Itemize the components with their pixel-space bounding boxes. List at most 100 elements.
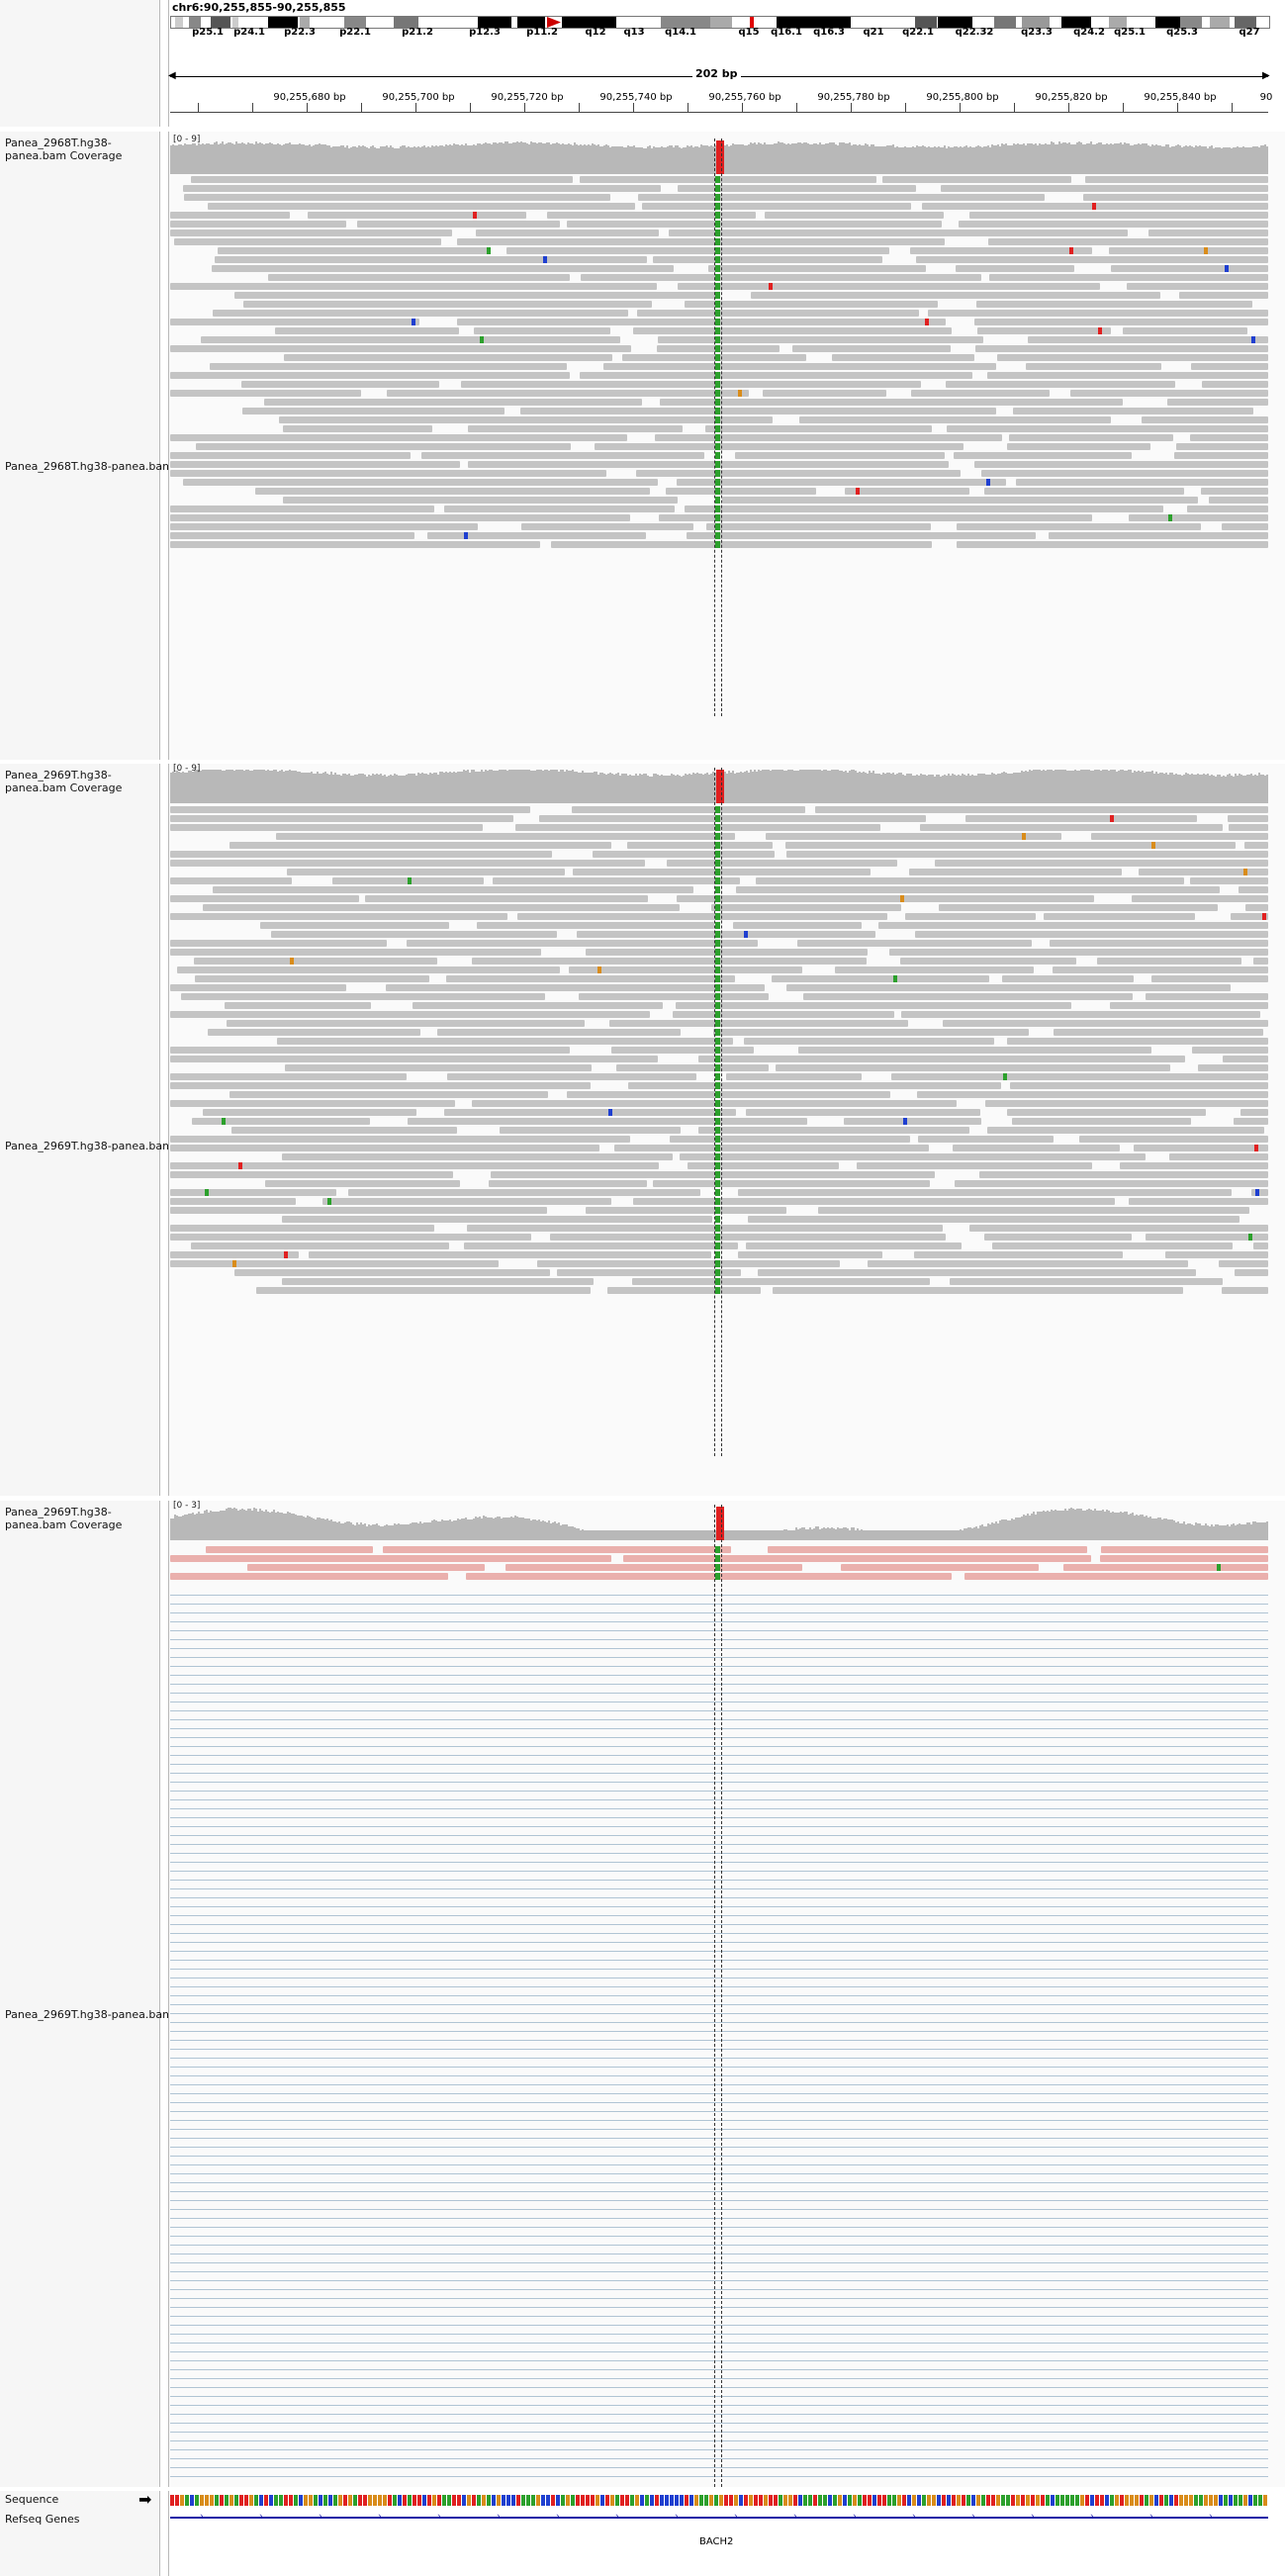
coverage-bar (1060, 143, 1062, 174)
coverage-bar (754, 770, 756, 803)
coverage-bar (451, 1520, 453, 1540)
read (348, 1189, 700, 1196)
coverage-bar (625, 1530, 627, 1540)
coverage-bar (847, 1528, 849, 1540)
coverage-bar (867, 773, 869, 803)
sequence-base (279, 2495, 283, 2506)
coverage-bar (558, 142, 560, 174)
coverage-bar (491, 144, 493, 174)
coverage-bar (463, 770, 465, 803)
span-label: 202 bp (692, 67, 741, 80)
coverage-bar (965, 145, 967, 174)
coverage-bar (1169, 772, 1171, 803)
coverage-bar (1187, 774, 1189, 803)
coverage-bar (348, 773, 350, 803)
variant-base (715, 506, 720, 512)
alignment-track-name[interactable]: Panea_2969T.hg38-panea.bam (5, 2008, 173, 2021)
refseq-gene-bach2[interactable]: › › › › › › › › › › › › › › › › › › (170, 2512, 1268, 2522)
coverage-bar (532, 1518, 534, 1540)
read (170, 541, 540, 548)
read (218, 247, 491, 254)
mismatch (1225, 265, 1229, 272)
read (322, 1198, 611, 1205)
row-strip (170, 2164, 1268, 2165)
alignment-track-name[interactable]: Panea_2968T.hg38-panea.bam (5, 460, 173, 473)
coverage-bar (1205, 774, 1207, 803)
strand-chevron-icon: › (971, 2512, 975, 2522)
coverage-bar (1266, 774, 1268, 803)
alignment-track-name[interactable]: Panea_2969T.hg38-panea.bam (5, 1140, 173, 1152)
sequence-base (1169, 2495, 1173, 2506)
coverage-bar (1086, 1510, 1088, 1540)
mismatch (412, 319, 415, 325)
cytoband-label: p24.1 (233, 27, 265, 38)
strand-arrow-icon[interactable]: ➡ (138, 2490, 152, 2509)
coverage-bar (1254, 146, 1256, 174)
row-strip (170, 1960, 1268, 1961)
sequence-track-name[interactable]: Sequence (5, 2493, 59, 2506)
coverage-track-name[interactable]: Panea_2969T.hg38-panea.bam Coverage (5, 1506, 123, 1531)
row-strip (170, 1764, 1268, 1765)
coverage-bar (514, 1516, 516, 1540)
coverage-track-name[interactable]: Panea_2969T.hg38-panea.bam Coverage (5, 769, 123, 794)
coverage-track-2[interactable] (170, 768, 1268, 803)
coverage-bar (1070, 143, 1072, 174)
coverage-bar (570, 770, 572, 803)
coverage-bar (562, 142, 564, 174)
read (383, 1546, 731, 1553)
sequence-base (704, 2495, 708, 2506)
mismatch (543, 256, 547, 263)
coverage-track-name[interactable]: Panea_2968T.hg38-panea.bam Coverage (5, 137, 123, 162)
coverage-bar (1080, 770, 1082, 803)
coverage-bar (876, 145, 878, 174)
coverage-bar (1171, 773, 1173, 803)
variant-base (715, 1269, 720, 1276)
coverage-bar (898, 146, 900, 174)
coverage-bar (386, 776, 388, 803)
coverage-bar (900, 1530, 902, 1540)
coverage-bar (1047, 770, 1049, 803)
read (457, 238, 945, 245)
variant-base (715, 256, 720, 263)
sequence-base (1120, 2495, 1124, 2506)
coverage-bar (1205, 1523, 1207, 1540)
coverage-bar (766, 1530, 768, 1540)
coverage-bar (605, 1530, 607, 1540)
coverage-bar (969, 146, 971, 174)
read (256, 1287, 591, 1294)
coverage-bar (299, 772, 301, 803)
coverage-bar (1015, 772, 1017, 803)
sequence-base (1016, 2495, 1020, 2506)
coverage-bar (447, 144, 449, 174)
coverage-bar (1231, 1523, 1233, 1540)
read (1097, 958, 1241, 965)
coverage-bar (1195, 145, 1197, 174)
read (268, 274, 570, 281)
coverage-bar (1163, 774, 1165, 803)
coverage-bar (1116, 142, 1118, 174)
center-guide-line (714, 1505, 715, 2487)
track-gutter-2: Panea_2969T.hg38-panea.bam Coverage Pane… (0, 764, 173, 1496)
variant-base (715, 488, 720, 495)
coverage-bar (548, 142, 550, 174)
coverage-bar (206, 142, 208, 174)
cytoband (394, 17, 418, 28)
coverage-bar (467, 1518, 469, 1540)
coverage-bar (946, 776, 948, 803)
sequence-track[interactable] (170, 2495, 1268, 2506)
coverage-bar (360, 146, 362, 174)
header-gutter (0, 0, 160, 127)
coverage-bar (1045, 1511, 1047, 1540)
refseq-track-name[interactable]: Refseq Genes (5, 2513, 80, 2526)
coverage-bar (871, 1530, 872, 1540)
coverage-track-3[interactable] (170, 1505, 1268, 1540)
coverage-bar (1068, 770, 1070, 803)
sequence-base (1046, 2495, 1050, 2506)
coverage-track-1[interactable] (170, 138, 1268, 174)
chromosome-ideogram[interactable] (170, 16, 1270, 29)
sequence-base (1199, 2495, 1203, 2506)
read (203, 904, 680, 911)
variant-base (715, 408, 720, 414)
coverage-bar (900, 772, 902, 803)
coverage-bar (956, 145, 958, 174)
